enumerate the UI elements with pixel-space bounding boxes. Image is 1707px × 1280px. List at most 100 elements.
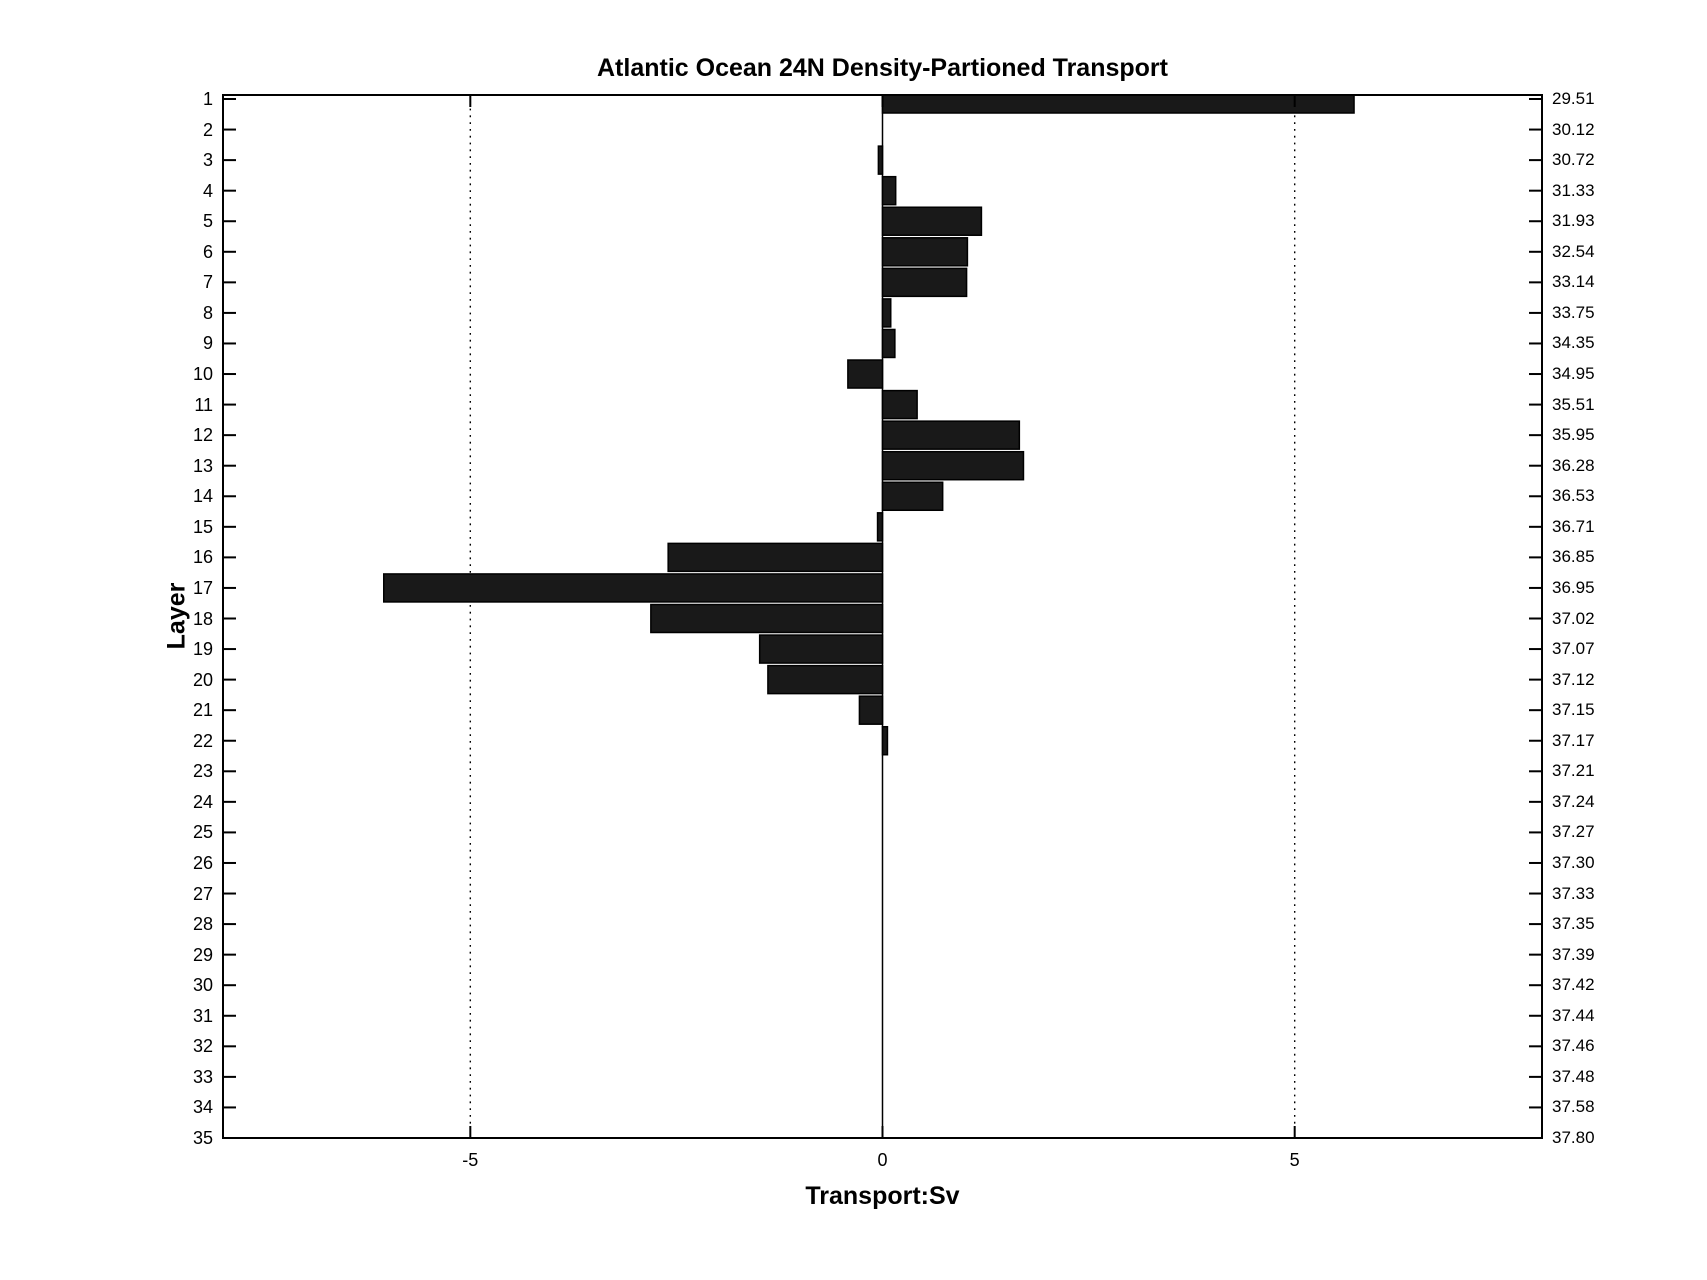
y-tick-label-5: 5 — [202, 211, 213, 232]
density-label-21: 37.15 — [1552, 700, 1595, 720]
density-label-15: 36.71 — [1552, 516, 1595, 536]
y-tick-label-20: 20 — [192, 669, 213, 690]
density-label-27: 37.33 — [1552, 883, 1595, 903]
y-tick-label-3: 3 — [202, 150, 213, 171]
plot-frame — [222, 94, 1543, 1139]
density-label-29: 37.39 — [1552, 944, 1595, 964]
bar-layer-9 — [881, 328, 896, 359]
y-tick-label-18: 18 — [192, 608, 213, 629]
density-label-14: 36.53 — [1552, 486, 1595, 506]
bar-layer-19 — [758, 634, 884, 664]
y-tick-label-8: 8 — [202, 302, 213, 323]
bar-layer-7 — [881, 267, 968, 298]
density-label-34: 37.58 — [1552, 1097, 1595, 1117]
y-tick-label-26: 26 — [192, 852, 213, 873]
density-label-22: 37.17 — [1552, 730, 1595, 750]
density-label-5: 31.93 — [1552, 211, 1595, 231]
y-tick-label-15: 15 — [192, 516, 213, 537]
y-tick-label-19: 19 — [192, 639, 213, 660]
bar-layer-5 — [881, 206, 983, 236]
y-tick-label-24: 24 — [192, 791, 213, 812]
y-tick-label-23: 23 — [192, 761, 213, 782]
y-tick-label-25: 25 — [192, 822, 213, 843]
chart-title: Atlantic Ocean 24N Density-Partioned Tra… — [597, 54, 1168, 82]
bar-layer-18 — [650, 603, 884, 634]
y-tick-label-11: 11 — [194, 394, 213, 415]
y-tick-label-1: 1 — [202, 89, 213, 109]
y-tick-label-27: 27 — [192, 883, 213, 904]
density-label-1: 29.51 — [1552, 89, 1595, 108]
bar-layer-13 — [881, 450, 1025, 481]
y-tick-label-7: 7 — [202, 272, 213, 293]
bar-layer-12 — [881, 420, 1021, 450]
y-tick-label-16: 16 — [192, 547, 213, 568]
density-label-26: 37.30 — [1552, 852, 1595, 872]
y-tick-label-10: 10 — [192, 364, 213, 385]
density-label-10: 34.95 — [1552, 364, 1595, 384]
bar-layer-22 — [881, 725, 889, 756]
axes-box — [222, 94, 1543, 1139]
tick-marks — [223, 95, 1542, 1139]
density-label-3: 30.72 — [1552, 150, 1595, 170]
y-tick-label-30: 30 — [192, 975, 213, 996]
y-tick-label-34: 34 — [192, 1097, 213, 1118]
density-label-19: 37.07 — [1552, 639, 1595, 659]
y-tick-label-6: 6 — [202, 241, 213, 262]
y-tick-label-2: 2 — [202, 119, 213, 140]
bar-layer-16 — [667, 542, 884, 573]
y-tick-label-17: 17 — [192, 577, 213, 598]
density-label-35: 37.80 — [1552, 1128, 1595, 1147]
density-label-11: 35.51 — [1552, 394, 1595, 414]
y-tick-label-35: 35 — [192, 1128, 213, 1148]
y-tick-label-31: 31 — [192, 1005, 213, 1026]
density-label-31: 37.44 — [1552, 1005, 1595, 1025]
density-label-24: 37.24 — [1552, 791, 1595, 811]
x-tick-label-0: 0 — [877, 1150, 888, 1170]
y-tick-label-13: 13 — [192, 455, 213, 476]
bar-layer-20 — [767, 664, 884, 695]
bar-layer-14 — [881, 481, 944, 512]
density-label-28: 37.35 — [1552, 914, 1595, 934]
y-tick-label-14: 14 — [192, 486, 213, 507]
density-label-23: 37.21 — [1552, 761, 1595, 781]
y-tick-label-21: 21 — [192, 700, 213, 721]
density-label-4: 31.33 — [1552, 180, 1595, 200]
y-tick-label-28: 28 — [192, 914, 213, 935]
bar-layer-10 — [847, 359, 884, 389]
bar-layer-15 — [876, 512, 884, 542]
density-label-13: 36.28 — [1552, 455, 1595, 475]
y-tick-label-33: 33 — [192, 1066, 213, 1087]
density-label-32: 37.46 — [1552, 1036, 1595, 1056]
x-tick-label--5: -5 — [462, 1150, 479, 1170]
y-tick-label-29: 29 — [192, 944, 213, 965]
y-tick-label-9: 9 — [202, 333, 213, 354]
bar-layer-11 — [881, 389, 918, 420]
y-tick-label-4: 4 — [202, 180, 213, 201]
density-label-9: 34.35 — [1552, 333, 1595, 353]
density-label-16: 36.85 — [1552, 547, 1595, 567]
bars — [383, 94, 1355, 756]
density-label-18: 37.02 — [1552, 608, 1595, 628]
x-axis-label: Transport:Sv — [805, 1182, 960, 1210]
y-axis-label: Layer — [162, 582, 191, 650]
y-tick-label-12: 12 — [192, 425, 213, 446]
density-label-17: 36.95 — [1552, 577, 1595, 597]
density-label-8: 33.75 — [1552, 302, 1595, 322]
bar-layer-17 — [383, 573, 884, 603]
density-label-6: 32.54 — [1552, 241, 1595, 261]
density-label-25: 37.27 — [1552, 822, 1595, 842]
bar-layer-4 — [881, 175, 897, 206]
y-tick-label-32: 32 — [192, 1036, 213, 1057]
density-label-30: 37.42 — [1552, 975, 1595, 995]
x-tick-label-5: 5 — [1289, 1150, 1300, 1170]
density-label-2: 30.12 — [1552, 119, 1595, 139]
bar-layer-6 — [881, 237, 969, 267]
density-label-7: 33.14 — [1552, 272, 1595, 292]
bar-layer-1 — [881, 94, 1355, 114]
density-label-20: 37.12 — [1552, 669, 1595, 689]
y-tick-label-22: 22 — [192, 730, 213, 751]
bar-layer-3 — [877, 145, 884, 175]
density-label-33: 37.48 — [1552, 1066, 1595, 1086]
